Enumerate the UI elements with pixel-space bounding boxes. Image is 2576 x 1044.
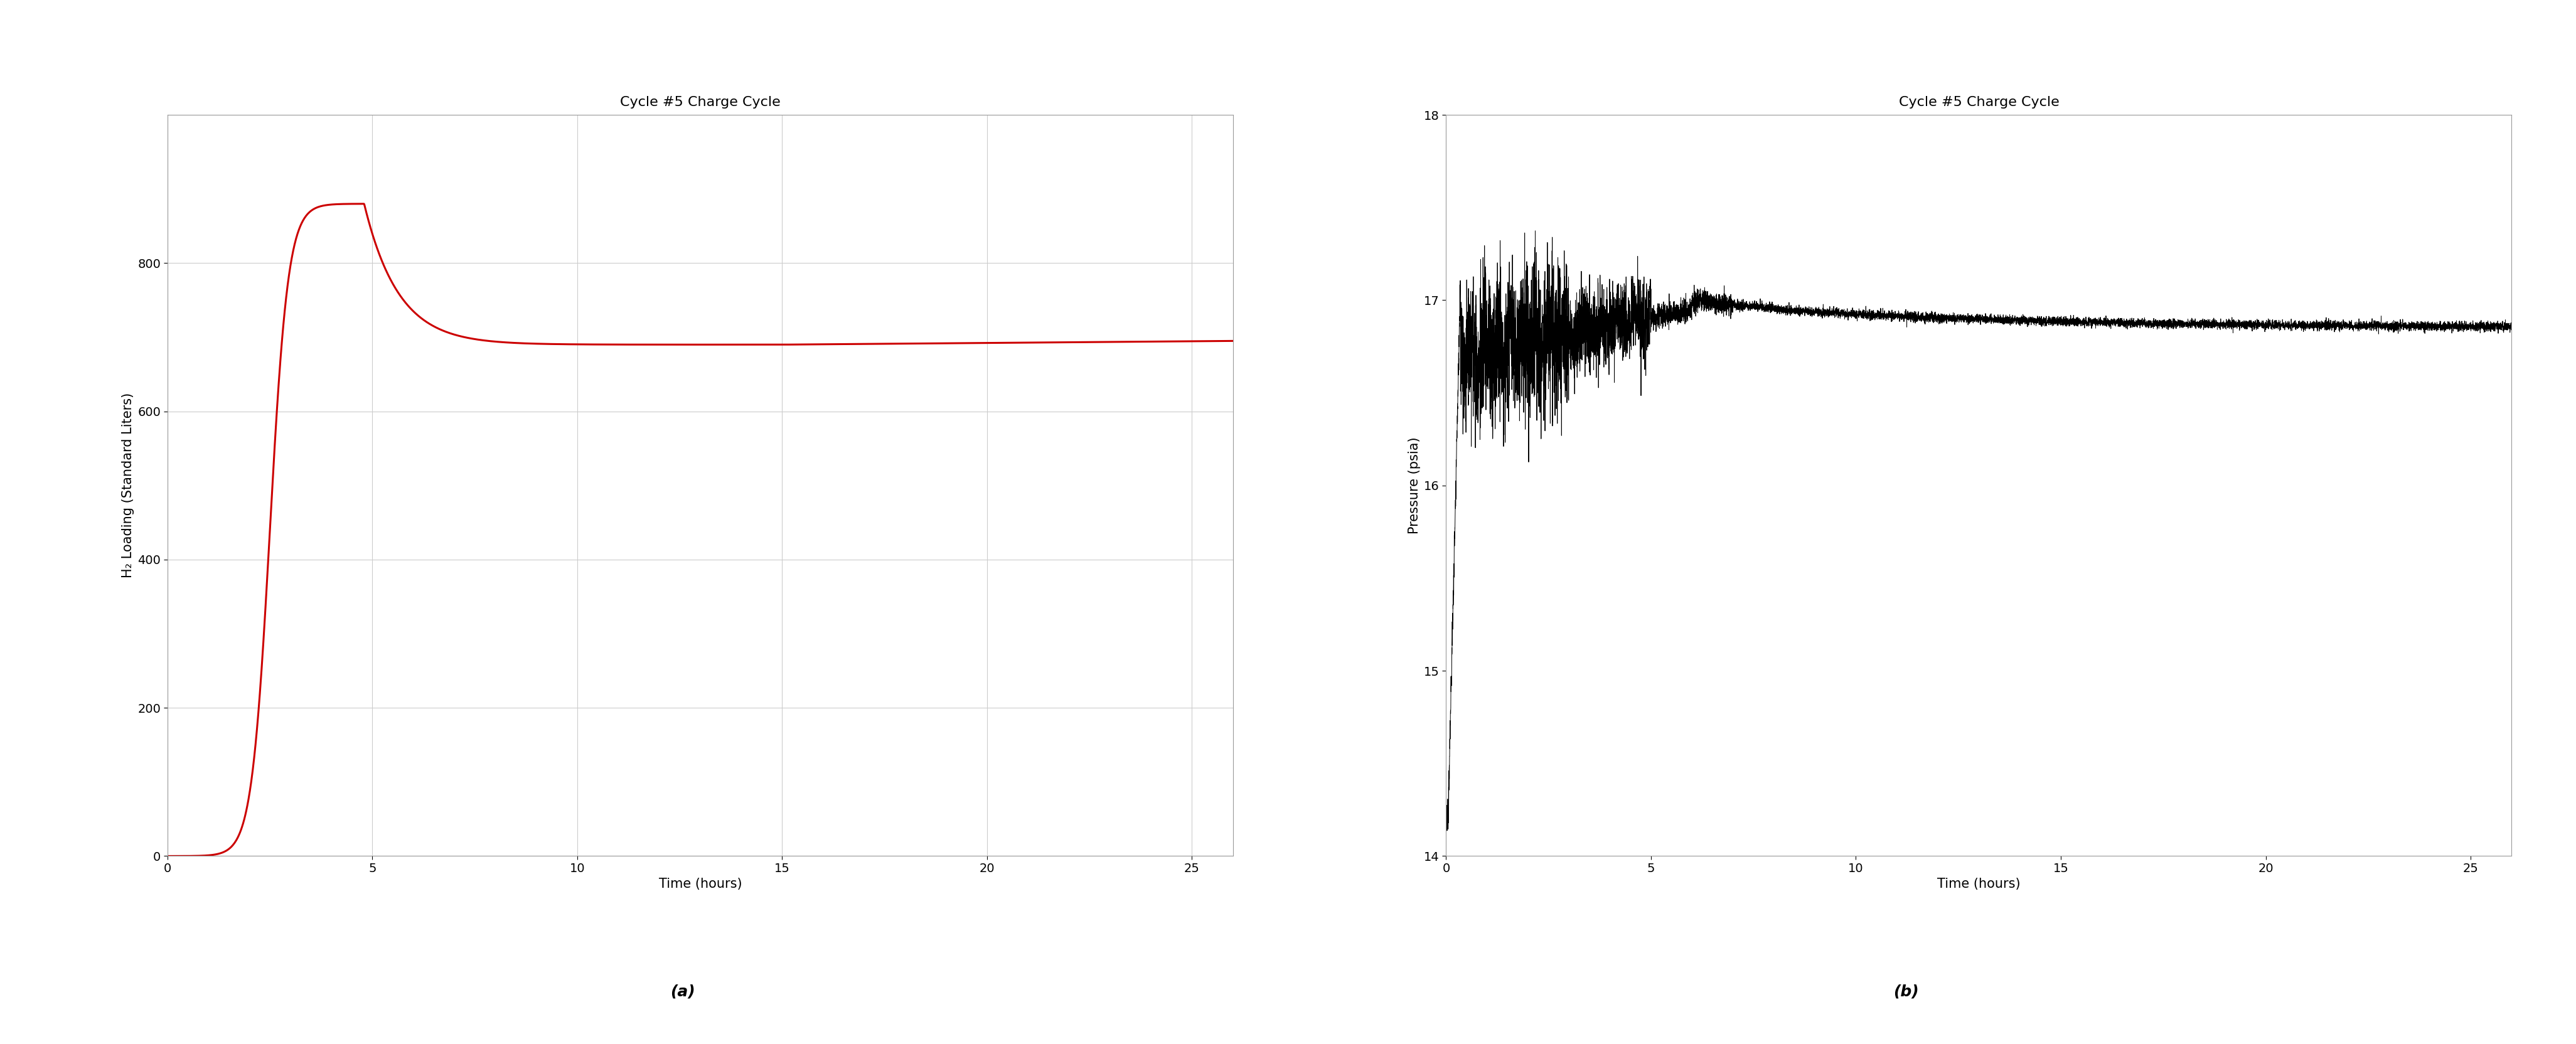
Y-axis label: H₂ Loading (Standard Liters): H₂ Loading (Standard Liters) xyxy=(121,393,134,578)
Title: Cycle #5 Charge Cycle: Cycle #5 Charge Cycle xyxy=(621,96,781,109)
Text: (a): (a) xyxy=(670,984,696,999)
Text: (b): (b) xyxy=(1893,984,1919,999)
Title: Cycle #5 Charge Cycle: Cycle #5 Charge Cycle xyxy=(1899,96,2058,109)
X-axis label: Time (hours): Time (hours) xyxy=(659,878,742,891)
Y-axis label: Pressure (psia): Pressure (psia) xyxy=(1409,437,1419,533)
X-axis label: Time (hours): Time (hours) xyxy=(1937,878,2020,891)
